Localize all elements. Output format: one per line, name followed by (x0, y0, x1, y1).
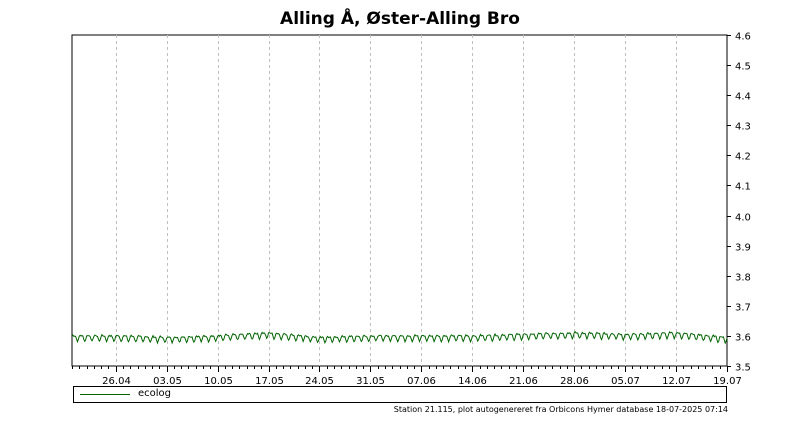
plot-area (71, 34, 728, 367)
x-tick-label: 19.07 (713, 376, 742, 387)
x-tick-label: 17.05 (255, 376, 284, 387)
x-tick-label: 03.05 (153, 376, 182, 387)
y-tick-label: 3.5 (735, 363, 751, 374)
grid-lines (116, 35, 677, 366)
y-tick-label: 4.4 (735, 92, 751, 103)
x-tick-label: 14.06 (458, 376, 487, 387)
chart-title: Alling Å, Øster-Alling Bro (280, 9, 520, 29)
series-line-ecolog (71, 330, 728, 345)
y-tick-label: 4.6 (735, 32, 751, 43)
legend-swatch-ecolog (80, 394, 130, 395)
x-tick-label: 05.07 (611, 376, 640, 387)
x-tick-label: 24.05 (305, 376, 334, 387)
y-tick-label: 4.3 (735, 122, 751, 133)
y-tick-label: 4.1 (735, 182, 751, 193)
x-tick-label: 12.07 (662, 376, 691, 387)
y-tick-label: 3.7 (735, 303, 751, 314)
x-axis: 26.04 03.05 10.05 17.05 24.05 31.05 07.06 14.06… (72, 366, 742, 387)
x-tick-label: 26.04 (102, 376, 131, 387)
y-tick-label: 3.6 (735, 333, 751, 344)
x-tick-label: 31.05 (356, 376, 385, 387)
footer-note: Station 21.115, plot autogenereret fra O… (393, 405, 728, 414)
series-layer (71, 330, 728, 345)
y-tick-label: 4.0 (735, 213, 751, 224)
x-tick-label: 10.05 (204, 376, 233, 387)
y-tick-label: 3.9 (735, 243, 751, 254)
y-axis: 3.5 3.6 3.7 3.8 3.9 4.0 4.1 4.2 4.3 4.4 4.5 4.6 (727, 32, 751, 374)
y-tick-label: 4.5 (735, 62, 751, 73)
y-tick-label: 4.2 (735, 152, 751, 163)
x-tick-label: 28.06 (560, 376, 589, 387)
x-tick-label: 21.06 (509, 376, 538, 387)
x-tick-label: 07.06 (407, 376, 436, 387)
legend: ecolog (73, 386, 727, 403)
legend-label-ecolog: ecolog (138, 388, 172, 399)
y-tick-label: 3.8 (735, 273, 751, 284)
